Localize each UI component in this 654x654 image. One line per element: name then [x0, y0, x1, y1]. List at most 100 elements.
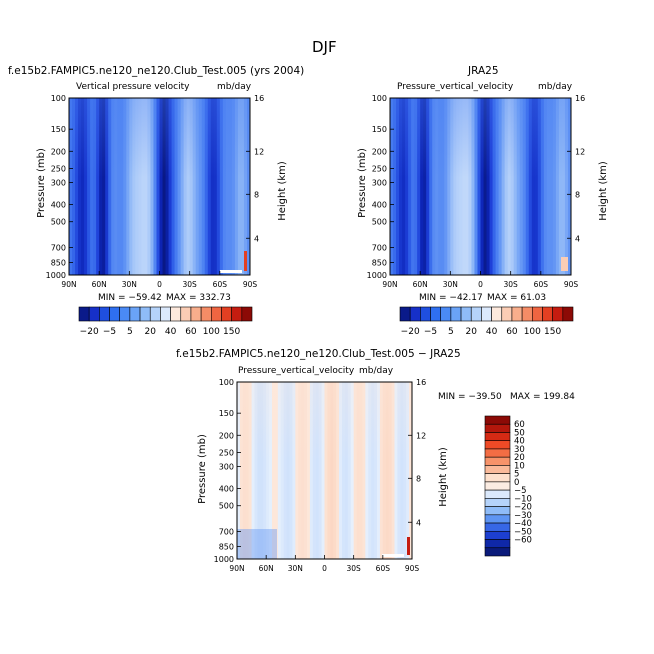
panel-diff-title: f.e15b2.FAMPIC5.ne120_ne120.Club_Test.00…: [176, 348, 461, 360]
panel-model-ytick-label: 200: [51, 147, 66, 156]
panel-diff-units: mb/day: [359, 366, 394, 376]
panel-diff-group: [236, 381, 413, 560]
obs-polar-maximum: [561, 257, 568, 271]
panel-diff-xtick-label: 90S: [405, 564, 420, 573]
panel-diff-height-label: 16: [416, 378, 426, 387]
colorbar-model-swatch: [109, 306, 121, 322]
colorbar-model-swatch: [119, 306, 131, 322]
colorbar-diff-swatch: [484, 415, 511, 425]
colorbar-diff-swatch: [484, 498, 511, 507]
panel-diff-max: MAX = 199.84: [510, 392, 575, 402]
colorbar-diff-label: 60: [514, 420, 525, 430]
panel-obs-ytick-label: 850: [372, 259, 387, 268]
colorbar-model-swatch: [99, 306, 110, 322]
colorbar-model-swatch: [88, 306, 100, 322]
colorbar-obs-swatch: [420, 306, 431, 322]
colorbar-diff-swatch: [484, 423, 511, 433]
model-surface-patch: [220, 270, 242, 273]
colorbar-obs-label: −5: [424, 327, 437, 337]
colorbar-diff-swatch: [484, 481, 511, 491]
panel-model-ytick-label: 700: [51, 244, 66, 253]
colorbar-diff-swatch: [484, 440, 511, 450]
panel-diff-ytick-label: 200: [219, 431, 234, 440]
panel-obs-xtick-label: 30S: [504, 280, 519, 289]
panel-obs-units: mb/day: [538, 82, 573, 92]
colorbar-obs-swatch: [450, 306, 462, 322]
colorbar-model-swatch: [190, 306, 202, 322]
panel-obs-ytick-label: 150: [372, 125, 387, 134]
colorbar-obs-label: −20: [401, 327, 420, 337]
colorbar-diff-swatch: [484, 448, 511, 458]
panel-obs-ytick-label: 200: [372, 147, 387, 156]
colorbar-diff-swatch: [484, 465, 511, 474]
panel-obs-xtick-label: 60S: [534, 280, 549, 289]
colorbar-diff-swatch: [484, 514, 511, 524]
diff-polar-maximum: [407, 537, 410, 555]
diff-surface-patch: [382, 554, 404, 557]
colorbar-diff-swatch: [484, 432, 511, 442]
panel-model-ytick-label: 250: [51, 164, 66, 173]
colorbar-model-label: 150: [223, 327, 240, 337]
model-polar-maximum: [244, 251, 247, 271]
panel-model-max: MAX = 332.73: [166, 293, 231, 303]
colorbar-obs-swatch: [562, 306, 574, 322]
colorbar-diff-swatch: [484, 473, 511, 483]
colorbar-model-swatch: [129, 306, 141, 322]
panel-diff-xtick-label: 30S: [347, 564, 362, 573]
colorbar-obs-swatch: [481, 306, 492, 322]
colorbar-diff-label: 0: [514, 478, 519, 488]
colorbar-obs-label: 40: [486, 327, 498, 337]
colorbar-obs-label: 5: [448, 327, 454, 337]
panel-model-ytick-label: 150: [51, 125, 66, 134]
colorbar-diff-swatch: [484, 489, 511, 499]
colorbar-model-swatch: [160, 306, 171, 322]
colorbar-obs-swatch: [460, 306, 472, 322]
colorbar-obs-swatch: [430, 306, 442, 322]
figure-title: DJF: [312, 38, 337, 56]
colorbar-obs-label: 100: [524, 327, 541, 337]
panel-model-title: f.e15b2.FAMPIC5.ne120_ne120.Club_Test.00…: [8, 65, 305, 77]
panel-diff-height-label: 12: [416, 431, 426, 440]
panel-model-xtick-label: 30N: [122, 280, 137, 289]
panel-model-height-label: 4: [254, 234, 259, 243]
panel-obs-height-label: 4: [575, 234, 580, 243]
panel-obs-xtick-label: 60N: [413, 280, 428, 289]
panel-obs-xtick-label: 0: [478, 280, 483, 289]
colorbar-obs-swatch: [501, 306, 513, 322]
panel-diff-ytick-label: 300: [219, 462, 234, 471]
colorbar-model-swatch: [210, 306, 222, 322]
panel-diff-variable: Pressure_vertical_velocity: [238, 366, 355, 376]
panel-model-ytick-label: 850: [51, 259, 66, 268]
colorbar-diff-label: −30: [514, 511, 532, 521]
panel-diff-ytick-label: 400: [219, 485, 234, 494]
colorbar-obs-swatch: [440, 306, 452, 322]
colorbar-model-label: 40: [165, 327, 177, 337]
diff-lowlevel-negative: [237, 529, 277, 559]
colorbar-diff-label: −40: [514, 519, 532, 529]
colorbar-obs-swatch: [552, 306, 564, 322]
colorbar-obs-label: 60: [506, 327, 518, 337]
colorbar-obs-swatch: [470, 306, 482, 322]
panel-obs-field: [390, 98, 571, 275]
panel-obs-min: MIN = −42.17: [419, 293, 483, 303]
panel-obs-max: MAX = 61.03: [487, 293, 547, 303]
panel-model-ytick-label: 1000: [46, 271, 66, 280]
panel-model-variable: Vertical pressure velocity: [76, 82, 190, 92]
colorbar-obs-label: 20: [466, 327, 478, 337]
panel-obs-xtick-label: 90S: [564, 280, 579, 289]
panel-model-height-label: 16: [254, 94, 264, 103]
colorbar-model-swatch: [139, 306, 151, 322]
colorbar-model-label: −20: [80, 327, 99, 337]
colorbar-diff-label: −10: [514, 494, 532, 504]
colorbar-diff-label: 20: [514, 453, 525, 463]
panel-model-xtick-label: 30S: [183, 280, 198, 289]
panel-obs-variable: Pressure_vertical_velocity: [397, 82, 514, 92]
panel-obs-ytick-label: 700: [372, 244, 387, 253]
colorbar-obs-swatch: [491, 306, 503, 322]
panel-obs-ytick-label: 400: [372, 201, 387, 210]
colorbar-diff-label: 40: [514, 437, 525, 447]
colorbar-model-swatch: [231, 306, 243, 322]
panel-model-xtick-label: 60N: [92, 280, 107, 289]
